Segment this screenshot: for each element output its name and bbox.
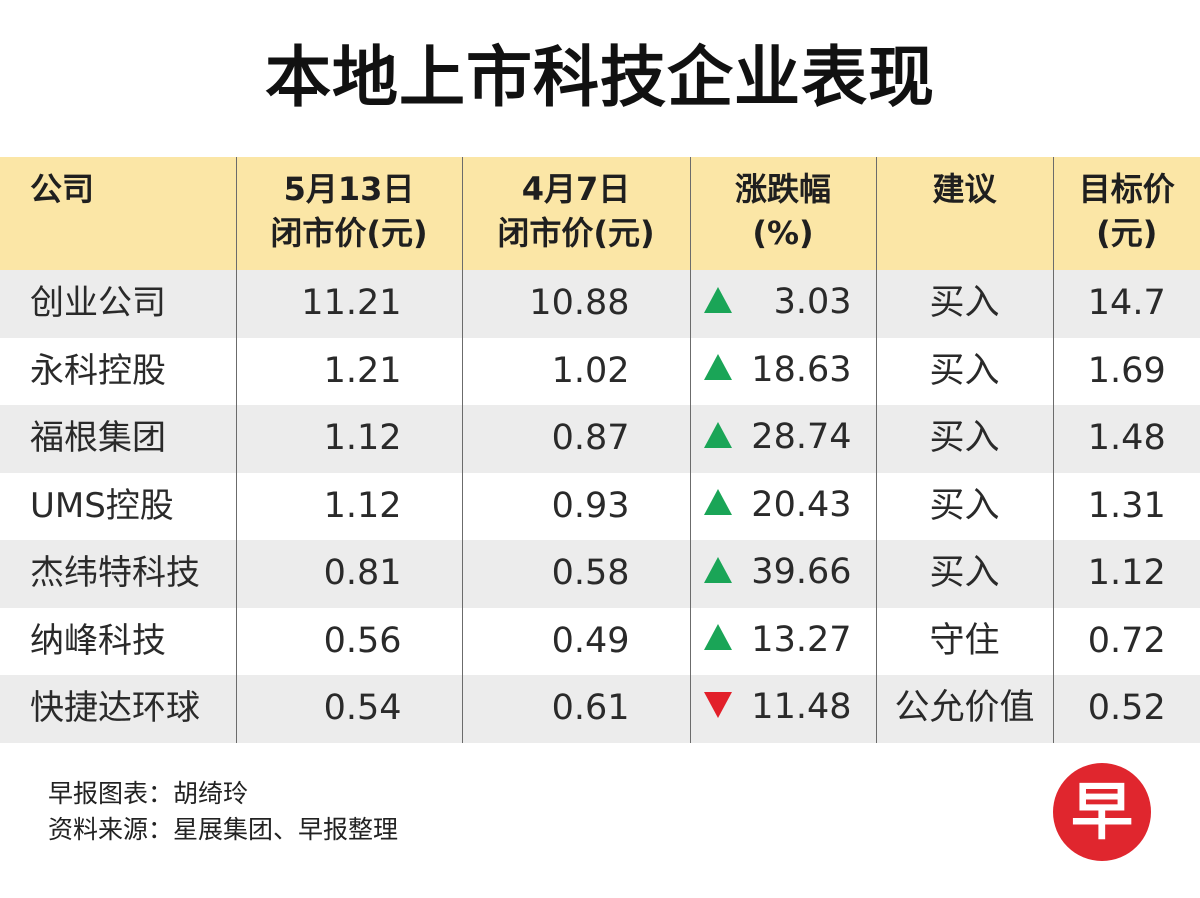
table-row: 杰纬特科技 0.81 0.58 39.66 买入 1.12 (0, 540, 1200, 608)
column-header-line1: 4月7日 (521, 170, 631, 208)
column-header-1: 5月13日闭市价(元) (236, 157, 463, 270)
table-row: 福根集团 1.12 0.87 28.74 买入 1.48 (0, 405, 1200, 473)
change-cell: 18.63 (690, 337, 877, 405)
table-body: 创业公司 11.21 10.88 3.03 买入 14.7 永科控股 1.21 1.02 18.6… (0, 270, 1200, 743)
change-value: 28.74 (751, 417, 852, 457)
column-header-line2: 闭市价(元) (497, 214, 655, 252)
logo-circle (1053, 763, 1151, 861)
column-header-5: 目标价 (元) (1053, 157, 1200, 270)
close-apr7-cell: 0.87 (462, 405, 691, 473)
company-cell: 创业公司 (0, 270, 237, 338)
column-header-line1: 建议 (932, 170, 997, 208)
change-cell: 28.74 (690, 405, 877, 473)
company-cell: 快捷达环球 (0, 675, 237, 743)
close-may13-cell: 1.12 (236, 405, 463, 473)
change-value: 39.66 (751, 552, 852, 592)
column-header-line1: 5月13日 (283, 170, 415, 208)
column-header-line2: (元) (1096, 214, 1158, 252)
close-apr7-cell: 0.93 (462, 472, 691, 540)
company-cell: UMS控股 (0, 472, 237, 540)
close-apr7-cell: 1.02 (462, 337, 691, 405)
change-value-wrap: 20.43 (703, 473, 852, 538)
zaobao-logo-icon: 早 (1053, 763, 1151, 861)
table-row: 创业公司 11.21 10.88 3.03 买入 14.7 (0, 270, 1200, 338)
target-price-cell: 1.69 (1087, 350, 1166, 391)
recommendation-cell: 买入 (876, 405, 1054, 473)
company-cell: 福根集团 (0, 405, 237, 473)
recommendation-cell: 买入 (876, 472, 1054, 540)
target-price-cell: 1.31 (1087, 485, 1166, 526)
table-row: 快捷达环球 0.54 0.61 11.48 公允价值 0.52 (0, 675, 1200, 743)
recommendation-cell: 买入 (876, 337, 1054, 405)
change-cell: 3.03 (690, 270, 877, 338)
column-header-line1: 公司 (30, 170, 95, 208)
recommendation-cell: 公允价值 (876, 675, 1054, 743)
company-cell: 杰纬特科技 (0, 540, 237, 608)
recommendation-cell: 买入 (876, 270, 1054, 338)
change-value-wrap: 28.74 (703, 405, 852, 470)
triangle-down-icon (703, 691, 732, 718)
change-value: 18.63 (751, 349, 852, 390)
table-header: 公司 5月13日 闭市价(元) 4月7日 闭市价(元) 涨跌幅 (%) 建议 目标价 (元) (0, 157, 1200, 270)
change-value-wrap: 13.27 (703, 608, 852, 673)
target-price-cell: 14.7 (1087, 283, 1166, 324)
triangle-up-icon (703, 421, 732, 448)
stock-performance-table: 公司 5月13日 闭市价(元) 4月7日 闭市价(元) 涨跌幅 (%) 建议 目标价 (元) 创业… (0, 157, 1200, 743)
column-header-3: 涨跌幅 (%) (690, 157, 877, 270)
change-cell: 39.66 (690, 540, 877, 608)
column-header-0: 公司 (0, 157, 237, 270)
footer: 早报图表：胡绮玲 资料来源：星展集团、早报整理 (48, 776, 398, 848)
close-apr7-cell: 0.58 (462, 540, 691, 608)
table-row: 纳峰科技 0.56 0.49 13.27 守住 0.72 (0, 607, 1200, 675)
close-apr7-cell: 0.61 (462, 675, 691, 743)
change-cell: 11.48 (690, 675, 877, 743)
triangle-up-icon (703, 624, 732, 650)
close-may13-cell: 0.54 (236, 675, 463, 743)
header-row: 公司 5月13日 闭市价(元) 4月7日 闭市价(元) 涨跌幅 (%) 建议 目标价 (元) (0, 157, 1200, 270)
triangle-up-icon (703, 489, 732, 515)
change-value: 20.43 (751, 484, 852, 525)
change-value: 11.48 (751, 687, 852, 727)
company-cell: 永科控股 (0, 337, 237, 405)
column-header-line2: 闭市价(元) (270, 214, 428, 252)
column-header-line2: (%) (752, 214, 814, 252)
close-apr7-cell: 10.88 (462, 270, 691, 338)
column-header-line1: 涨跌幅 (734, 170, 831, 208)
target-price-cell: 0.52 (1087, 688, 1166, 729)
target-price-cell: 0.72 (1087, 620, 1166, 661)
triangle-up-icon (703, 286, 732, 313)
change-value: 13.27 (751, 619, 852, 660)
column-header-2: 4月7日闭市价(元) (462, 157, 691, 270)
data-source: 资料来源：星展集团、早报整理 (48, 815, 399, 844)
change-cell: 13.27 (690, 607, 877, 675)
close-may13-cell: 11.21 (236, 270, 463, 338)
target-price-cell: 1.12 (1087, 553, 1166, 594)
triangle-up-icon (703, 556, 732, 583)
close-apr7-cell: 0.49 (462, 607, 691, 675)
table-row: UMS控股 1.12 0.93 20.43 买入 1.31 (0, 472, 1200, 540)
column-header-4: 建议 (876, 157, 1054, 270)
close-may13-cell: 0.81 (236, 540, 463, 608)
close-may13-cell: 1.21 (236, 337, 463, 405)
close-may13-cell: 1.12 (236, 472, 463, 540)
logo-glyph: 早 (1071, 775, 1133, 848)
recommendation-cell: 守住 (876, 607, 1054, 675)
company-cell: 纳峰科技 (0, 607, 237, 675)
change-value-wrap: 3.03 (703, 270, 852, 335)
change-cell: 20.43 (690, 472, 877, 540)
chart-credit: 早报图表：胡绮玲 (48, 779, 249, 808)
table-row: 永科控股 1.21 1.02 18.63 买入 1.69 (0, 337, 1200, 405)
recommendation-cell: 买入 (876, 540, 1054, 608)
triangle-up-icon (703, 354, 732, 380)
close-may13-cell: 0.56 (236, 607, 463, 675)
column-header-line1: 目标价 (1078, 170, 1175, 208)
change-value-wrap: 18.63 (703, 338, 852, 403)
target-price-cell: 1.48 (1087, 418, 1166, 459)
page-title: 本地上市科技企业表现 (265, 39, 935, 116)
change-value-wrap: 39.66 (703, 540, 852, 605)
change-value: 3.03 (773, 282, 852, 322)
change-value-wrap: 11.48 (703, 675, 852, 740)
